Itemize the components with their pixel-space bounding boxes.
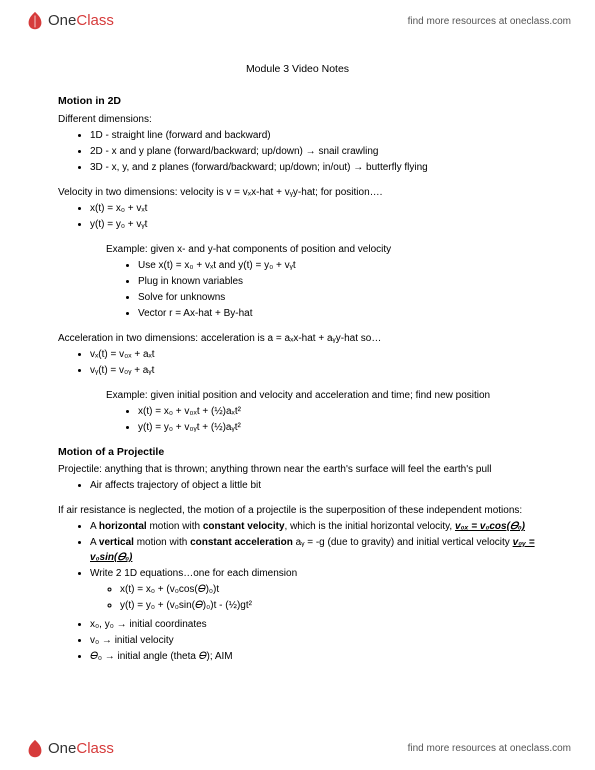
text-bold: constant acceleration — [190, 537, 293, 548]
text: A — [90, 537, 99, 548]
list-item: 1D - straight line (forward and backward… — [90, 128, 537, 143]
list-item: Air affects trajectory of object a littl… — [90, 478, 537, 493]
list-item: 𝛳₀ → initial angle (theta 𝛳); AIM — [90, 649, 537, 664]
brand-part1: One — [48, 740, 76, 757]
list-item: vᵧ(t) = v₀ᵧ + aᵧt — [90, 363, 537, 378]
leaf-icon — [24, 738, 46, 760]
document-body: Module 3 Video Notes Motion in 2D Differ… — [0, 0, 595, 718]
list-item: y(t) = y₀ + vᵧt — [90, 217, 537, 232]
text-bold: vertical — [99, 537, 134, 548]
list-item: Vector r = Ax-hat + By-hat — [138, 306, 537, 321]
brand-part2: Class — [76, 12, 114, 29]
text: motion with — [147, 521, 203, 532]
example2-list: x(t) = x₀ + v₀ₓt + (½)aₓt² y(t) = y₀ + v… — [58, 404, 537, 435]
velocity-intro: Velocity in two dimensions: velocity is … — [58, 185, 537, 200]
text: motion with — [134, 537, 190, 548]
list-item: x(t) = x₀ + vₓt — [90, 201, 537, 216]
dimensions-list: 1D - straight line (forward and backward… — [58, 128, 537, 175]
example1-list: Use x(t) = x₀ + vₓt and y(t) = y₀ + vᵧt … — [58, 258, 537, 321]
section2-heading: Motion of a Projectile — [58, 445, 537, 461]
footer-tagline: find more resources at oneclass.com — [408, 741, 571, 756]
brand-logo-footer: OneClass — [24, 738, 114, 761]
section1-heading: Motion in 2D — [58, 94, 537, 110]
motions-list: A horizontal motion with constant veloci… — [58, 519, 537, 664]
list-item: y(t) = y₀ + (v₀sin(𝛳)₀)t - (½)gt² — [120, 598, 537, 613]
list-item: x(t) = x₀ + (v₀cos(𝛳)₀)t — [120, 582, 537, 597]
text-bold: horizontal — [99, 521, 147, 532]
text: aᵧ = -g (due to gravity) and initial ver… — [293, 537, 513, 548]
list-item: Plug in known variables — [138, 274, 537, 289]
list-item: 3D - x, y, and z planes (forward/backwar… — [90, 160, 537, 175]
page-header: OneClass find more resources at oneclass… — [0, 0, 595, 43]
text: A — [90, 521, 99, 532]
list-item: 2D - x and y plane (forward/backward; up… — [90, 144, 537, 159]
brand-logo: OneClass — [24, 10, 114, 33]
list-item: Solve for unknowns — [138, 290, 537, 305]
list-item: x(t) = x₀ + v₀ₓt + (½)aₓt² — [138, 404, 537, 419]
example2-intro: Example: given initial position and velo… — [58, 388, 537, 403]
page-footer: OneClass find more resources at oneclass… — [0, 728, 595, 770]
sub-eqs: x(t) = x₀ + (v₀cos(𝛳)₀)t y(t) = y₀ + (v₀… — [90, 582, 537, 613]
brand-name: OneClass — [48, 10, 114, 33]
text-formula: v₀ₓ = v₀cos(𝛳₀) — [455, 521, 525, 532]
projectile-list1: Air affects trajectory of object a littl… — [58, 478, 537, 493]
projectile-intro: Projectile: anything that is thrown; any… — [58, 462, 537, 477]
list-item: A vertical motion with constant accelera… — [90, 535, 537, 565]
text-bold: constant velocity — [203, 521, 285, 532]
list-item: y(t) = y₀ + v₀ᵧt + (½)aᵧt² — [138, 420, 537, 435]
list-item: Use x(t) = x₀ + vₓt and y(t) = y₀ + vᵧt — [138, 258, 537, 273]
list-item: x₀, y₀ → initial coordinates — [90, 617, 537, 632]
resistance-intro: If air resistance is neglected, the moti… — [58, 503, 537, 518]
brand-name-footer: OneClass — [48, 738, 114, 761]
text: , which is the initial horizontal veloci… — [285, 521, 455, 532]
accel-intro: Acceleration in two dimensions: accelera… — [58, 331, 537, 346]
list-item: vₓ(t) = v₀ₓ + aₓt — [90, 347, 537, 362]
brand-part1: One — [48, 12, 76, 29]
brand-part2: Class — [76, 740, 114, 757]
example1-intro: Example: given x- and y-hat components o… — [58, 242, 537, 257]
accel-eqs: vₓ(t) = v₀ₓ + aₓt vᵧ(t) = v₀ᵧ + aᵧt — [58, 347, 537, 378]
header-tagline: find more resources at oneclass.com — [408, 14, 571, 29]
list-item: Write 2 1D equations…one for each dimens… — [90, 566, 537, 613]
page-title: Module 3 Video Notes — [58, 62, 537, 78]
dimensions-intro: Different dimensions: — [58, 112, 537, 127]
list-item: A horizontal motion with constant veloci… — [90, 519, 537, 534]
leaf-icon — [24, 10, 46, 32]
text: Write 2 1D equations…one for each dimens… — [90, 568, 297, 579]
list-item: v₀ → initial velocity — [90, 633, 537, 648]
velocity-eqs: x(t) = x₀ + vₓt y(t) = y₀ + vᵧt — [58, 201, 537, 232]
